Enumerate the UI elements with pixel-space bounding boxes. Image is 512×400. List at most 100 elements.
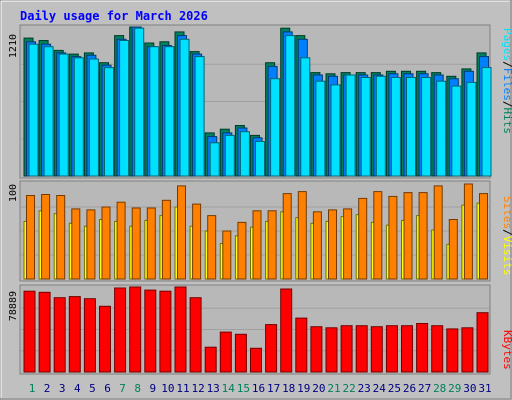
bar-sites-31 [479,193,488,280]
bar-kbytes-4 [68,296,81,373]
bar-pages-7 [119,40,130,177]
bar-kbytes-15 [234,333,247,373]
bar-sites-27 [418,192,428,280]
bar-sites-2 [41,194,51,280]
bar-kbytes-7 [114,287,127,373]
bar-pages-2 [43,46,54,177]
x-tick-label-31: 31 [478,382,491,395]
x-tick-label-7: 7 [119,382,126,395]
x-tick-label-25: 25 [388,382,401,395]
bar-sites-7 [116,201,126,280]
bar-sites-22 [343,208,353,280]
bar-pages-24 [375,75,386,177]
x-tick-label-11: 11 [176,382,189,395]
ymax-label-kbytes: 78889 [8,291,19,321]
x-tick-label-28: 28 [433,382,446,395]
bar-kbytes-8 [129,286,142,373]
x-tick-label-5: 5 [89,382,96,395]
bar-sites-19 [297,191,307,280]
chart-title: Daily usage for March 2026 [20,9,208,23]
bar-pages-28 [436,80,447,177]
bar-sites-13 [207,215,217,280]
bar-sites-6 [101,206,111,280]
bar-sites-8 [131,207,141,280]
bar-pages-15 [239,131,250,177]
bar-pages-26 [406,77,416,177]
bar-sites-25 [388,195,398,280]
bar-pages-4 [73,57,84,177]
bar-kbytes-13 [204,346,217,373]
bar-kbytes-17 [265,324,278,373]
legend-pages: Pages [501,28,512,61]
x-tick-label-13: 13 [207,382,220,395]
bar-pages-16 [255,141,265,177]
bar-sites-18 [282,193,292,280]
bar-sites-12 [192,203,202,280]
bar-pages-3 [58,53,69,177]
legend-sites-visits: Sites/Visits [501,196,512,276]
bar-pages-9 [149,46,160,177]
bar-sites-16 [252,210,262,280]
bar-kbytes-20 [310,326,323,373]
x-tick-label-1: 1 [29,382,36,395]
bars [23,26,492,373]
bar-kbytes-18 [280,288,293,373]
bar-kbytes-25 [385,325,398,373]
x-tick-label-6: 6 [104,382,111,395]
bar-sites-20 [312,211,322,280]
bar-pages-23 [360,77,371,177]
legend-sep-1: / [501,61,512,68]
bar-kbytes-22 [340,325,353,373]
bar-sites-15 [237,221,247,280]
bar-kbytes-31 [476,312,489,373]
bar-pages-17 [270,78,281,177]
x-tick-label-24: 24 [373,382,387,395]
x-tick-label-10: 10 [161,382,174,395]
bar-kbytes-14 [219,331,232,373]
bar-pages-18 [285,35,296,177]
bar-kbytes-1 [23,290,36,373]
bar-kbytes-27 [416,323,429,373]
bar-sites-1 [26,195,35,280]
bar-pages-8 [134,27,145,177]
bar-kbytes-23 [355,325,368,373]
bar-kbytes-24 [370,326,383,373]
bar-kbytes-2 [38,291,51,373]
bar-pages-31 [481,67,492,177]
bar-pages-19 [300,57,311,177]
legend-kbytes: KBytes [501,330,512,370]
bar-sites-14 [222,230,232,280]
bar-sites-21 [328,209,337,280]
legend-visits: Visits [501,236,512,276]
bar-kbytes-12 [189,297,202,373]
bar-kbytes-16 [250,347,262,373]
bar-pages-1 [28,43,39,177]
x-tick-label-30: 30 [463,382,476,395]
bar-pages-25 [390,77,401,177]
legend-sep-2: / [501,101,512,108]
x-tick-label-21: 21 [327,382,340,395]
bar-kbytes-30 [461,327,474,373]
x-tick-label-15: 15 [237,382,250,395]
bar-sites-4 [71,208,81,280]
legend-hits: Hits [501,108,512,135]
bar-pages-14 [224,134,235,177]
bar-sites-10 [161,199,171,280]
bar-sites-11 [177,185,186,280]
x-tick-label-16: 16 [252,382,265,395]
bar-sites-3 [56,195,66,280]
x-tick-label-23: 23 [358,382,371,395]
bar-pages-13 [209,142,220,177]
bar-sites-29 [448,219,458,280]
legend-hits-files-pages: Pages/Files/Hits [501,28,512,134]
x-tick-label-18: 18 [282,382,295,395]
bar-kbytes-11 [174,286,187,373]
x-tick-label-8: 8 [134,382,141,395]
x-tick-label-19: 19 [297,382,310,395]
bar-kbytes-10 [159,290,172,373]
x-tick-label-12: 12 [191,382,204,395]
x-tick-label-22: 22 [342,382,355,395]
bar-sites-17 [267,210,277,280]
bar-kbytes-28 [431,325,444,373]
